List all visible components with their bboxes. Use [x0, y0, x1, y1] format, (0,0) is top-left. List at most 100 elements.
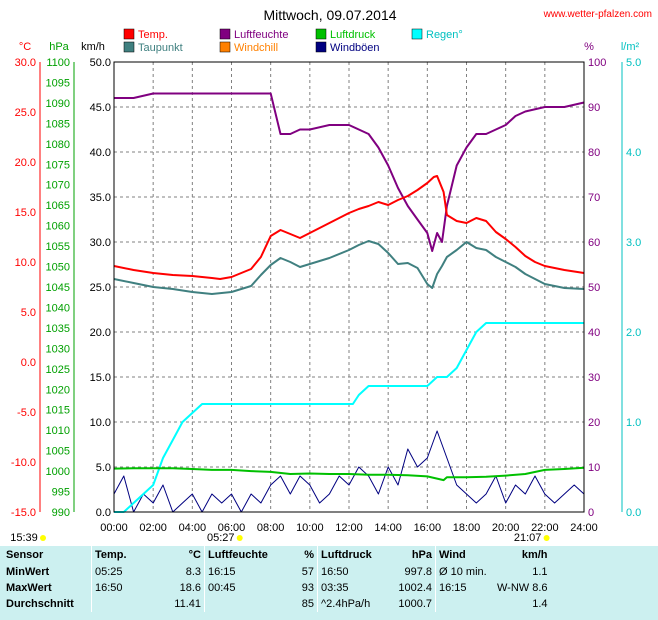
series-line-luftfeuchte — [114, 92, 585, 252]
stats-header-sensor: Sensor — [6, 549, 44, 561]
stats-cell: Durchschnitt — [6, 598, 74, 610]
humidity-tick-label: 0 — [588, 507, 594, 519]
stats-header-humidity-unit: % — [304, 549, 314, 561]
rain-tick-label: 3.0 — [626, 237, 641, 249]
legend-swatch — [123, 41, 135, 53]
pressure-tick-label: 1045 — [46, 282, 70, 294]
site-url[interactable]: www.wetter-pfalzen.com — [543, 9, 652, 20]
humidity-tick-label: 50 — [588, 282, 600, 294]
pressure-tick-label: 1030 — [46, 343, 70, 355]
stats-cell: 85 — [301, 598, 314, 610]
x-axis: 00:00 02:00 04:00 06:00 08:00 10:00 12:00 14:00… — [100, 522, 598, 534]
wind-tick-label: 0.0 — [96, 507, 111, 519]
day-marker-label: 21:07 — [514, 532, 542, 544]
temp-tick-label: 30.0 — [15, 57, 36, 69]
stats-cell: 03:35 — [317, 580, 384, 596]
stats-cell: Ø 10 min. — [435, 564, 494, 580]
x-tick-label: 10:00 — [296, 522, 324, 534]
temp-tick-label: 15.0 — [15, 207, 36, 219]
x-tick-label: 18:00 — [453, 522, 481, 534]
stats-cell: 93 — [301, 582, 314, 594]
axis-unit-label: km/h — [81, 41, 105, 53]
legend-label: Regen° — [426, 29, 463, 41]
pressure-tick-label: 1070 — [46, 180, 70, 192]
temp-tick-label: 20.0 — [15, 157, 36, 169]
x-tick-label: 16:00 — [414, 522, 442, 534]
temp-tick-label: 10.0 — [15, 257, 36, 269]
axis-units: °C hPa km/h% l/m² — [19, 41, 640, 53]
humidity-tick-label: 40 — [588, 327, 600, 339]
rain-tick-label: 4.0 — [626, 147, 641, 159]
legend-label: Luftfeuchte — [234, 29, 288, 41]
pressure-tick-label: 1095 — [46, 77, 70, 89]
pressure-tick-label: 1025 — [46, 364, 70, 376]
legend-label: Luftdruck — [330, 29, 376, 41]
temp-tick-label: -15.0 — [11, 507, 36, 519]
stats-panel: Sensor Temp. °C Luftfeuchte % Luftdruck … — [0, 546, 658, 620]
legend-label: Windchill — [234, 42, 278, 54]
temp-tick-label: 25.0 — [15, 107, 36, 119]
pressure-tick-label: 1055 — [46, 241, 70, 253]
pressure-tick-label: 995 — [52, 487, 70, 499]
pressure-tick-label: 1085 — [46, 118, 70, 130]
x-tick-label: 14:00 — [374, 522, 402, 534]
plot-frame — [113, 61, 585, 513]
stats-header-humidity: Luftfeuchte — [204, 546, 291, 564]
pressure-tick-label: 1050 — [46, 262, 70, 274]
temp-tick-label: 5.0 — [21, 307, 36, 319]
pressure-tick-label: 1075 — [46, 159, 70, 171]
pressure-tick-label: 1010 — [46, 425, 70, 437]
stats-table: Sensor Temp. °C Luftfeuchte % Luftdruck … — [0, 546, 551, 612]
axis-unit-label: % — [584, 41, 594, 53]
pressure-tick-label: 1060 — [46, 221, 70, 233]
series-line-luftdruck — [113, 466, 585, 482]
stats-cell: W-NW 8.6 — [497, 582, 548, 594]
x-tick-label: 12:00 — [335, 522, 363, 534]
pressure-tick-label: 1100 — [46, 57, 70, 69]
sun-icon — [543, 535, 550, 541]
stats-row-min: MinWert 05:25 8.3 16:15 57 16:50 997.8 Ø… — [0, 564, 551, 580]
stats-cell: 05:25 — [91, 564, 158, 580]
wind-tick-label: 15.0 — [90, 372, 111, 384]
x-tick-label: 22:00 — [531, 522, 559, 534]
stats-header-pressure: Luftdruck — [317, 546, 384, 564]
x-tick-label: 02:00 — [139, 522, 167, 534]
temp-tick-label: -10.0 — [11, 457, 36, 469]
wind-tick-label: 20.0 — [90, 327, 111, 339]
legend-label: Windböen — [330, 42, 380, 54]
left-axes: -15.0 -10.0 -5.0 0.0 5.0 10.0 15.0 20.0 25.0 30.0… — [11, 57, 111, 519]
stats-cell: MaxWert — [6, 582, 52, 594]
stats-cell: 1.1 — [532, 566, 548, 578]
humidity-tick-label: 30 — [588, 372, 600, 384]
x-tick-label: 00:00 — [100, 522, 128, 534]
wind-tick-label: 35.0 — [90, 192, 111, 204]
pressure-tick-label: 1090 — [46, 98, 70, 110]
sun-icon — [40, 535, 46, 541]
series-line-windben — [113, 430, 585, 513]
stats-cell: 18.6 — [179, 582, 201, 594]
axis-unit-label: °C — [19, 41, 31, 53]
day-marker-label: 15:39 — [10, 532, 38, 544]
axis-unit-label: l/m² — [621, 41, 640, 53]
wind-tick-label: 5.0 — [96, 462, 111, 474]
pressure-tick-label: 1020 — [46, 384, 70, 396]
humidity-tick-label: 10 — [588, 462, 600, 474]
pressure-tick-label: 1065 — [46, 200, 70, 212]
stats-cell: 16:15 — [204, 564, 291, 580]
stats-cell: MinWert — [6, 566, 50, 578]
pressure-tick-label: 1015 — [46, 405, 70, 417]
series-line-taupunkt — [113, 240, 585, 295]
legend-swatch — [315, 28, 327, 40]
wind-tick-label: 50.0 — [90, 57, 111, 69]
humidity-tick-label: 100 — [588, 57, 606, 69]
legend-swatch — [315, 41, 327, 53]
temp-tick-label: 0.0 — [21, 357, 36, 369]
stats-header-temp-unit: °C — [188, 549, 201, 561]
stats-cell — [435, 596, 494, 612]
stats-cell: 11.41 — [174, 598, 201, 610]
humidity-tick-label: 80 — [588, 147, 600, 159]
pressure-tick-label: 1080 — [46, 139, 70, 151]
series-line-regen — [114, 322, 584, 513]
x-tick-label: 08:00 — [257, 522, 285, 534]
x-tick-label: 04:00 — [179, 522, 207, 534]
